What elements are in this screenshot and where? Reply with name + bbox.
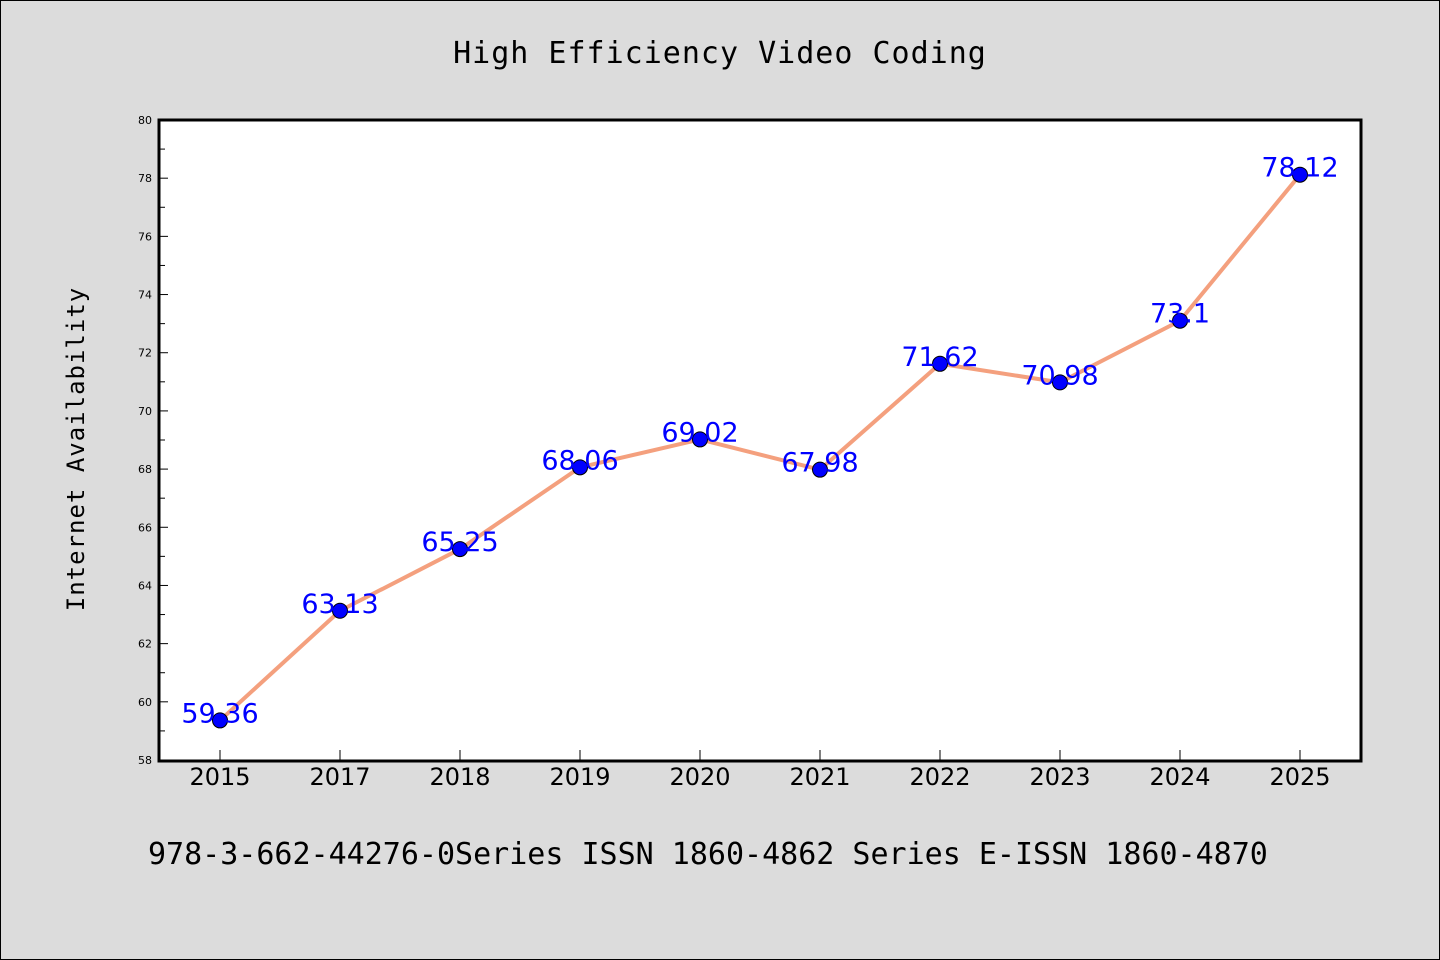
y-tick-label: 76 (138, 230, 152, 243)
data-point (812, 461, 828, 478)
data-label: 63.13 (301, 589, 378, 620)
y-tick-label: 64 (138, 579, 152, 592)
x-tick-label: 2025 (1269, 763, 1330, 791)
x-axis-ticks: 2015 2017 2018 2019 2020 2021 2022 2023 2024 2025 (189, 750, 1331, 791)
series-line (218, 173, 1302, 722)
data-point (1172, 312, 1188, 329)
x-tick-label: 2021 (789, 763, 850, 791)
data-label: 67.98 (781, 448, 858, 479)
plot-area (157, 118, 1363, 763)
data-label: 65.25 (421, 527, 498, 558)
data-label: 70.98 (1021, 360, 1098, 391)
x-tick-label: 2015 (189, 763, 250, 791)
data-point (692, 431, 708, 448)
x-tick-label: 2018 (429, 763, 490, 791)
y-tick-label: 80 (138, 114, 152, 127)
y-tick-label: 68 (138, 463, 152, 476)
y-tick-label: 70 (138, 405, 152, 418)
data-point (212, 712, 228, 729)
data-label: 68.06 (541, 445, 618, 476)
y-tick-label: 66 (138, 521, 152, 534)
chart-title: High Efficiency Video Coding (453, 36, 987, 71)
x-tick-label: 2024 (1149, 763, 1210, 791)
footer-text: 978-3-662-44276-0Series ISSN 1860-4862 S… (148, 837, 1268, 872)
y-tick-label: 60 (138, 696, 152, 709)
data-label: 59.36 (181, 698, 258, 729)
y-axis-ticks: 58 60 62 64 66 68 70 72 74 76 78 80 (138, 114, 168, 767)
x-tick-label: 2023 (1029, 763, 1090, 791)
data-label: 69.02 (661, 417, 738, 448)
data-label: 78.12 (1261, 153, 1338, 184)
x-tick-label: 2022 (909, 763, 970, 791)
series-group: 59.36 63.13 65.25 68.06 69.02 67.98 71.62 70.98… (181, 153, 1338, 730)
y-axis-label: Internet Availability (62, 287, 90, 611)
data-point (452, 541, 468, 558)
data-point (932, 355, 948, 372)
y-tick-label: 62 (138, 638, 152, 651)
data-label: 71.62 (901, 342, 978, 373)
y-tick-label: 58 (138, 754, 152, 767)
y-tick-label: 74 (138, 289, 152, 302)
data-point (332, 602, 348, 619)
data-point (1052, 374, 1068, 391)
data-point (1292, 166, 1308, 183)
x-tick-label: 2020 (669, 763, 730, 791)
y-tick-label: 72 (138, 347, 152, 360)
x-tick-label: 2019 (549, 763, 610, 791)
y-tick-label: 78 (138, 172, 152, 185)
data-point (572, 459, 588, 476)
data-label: 73.1 (1150, 299, 1210, 330)
x-tick-label: 2017 (309, 763, 370, 791)
